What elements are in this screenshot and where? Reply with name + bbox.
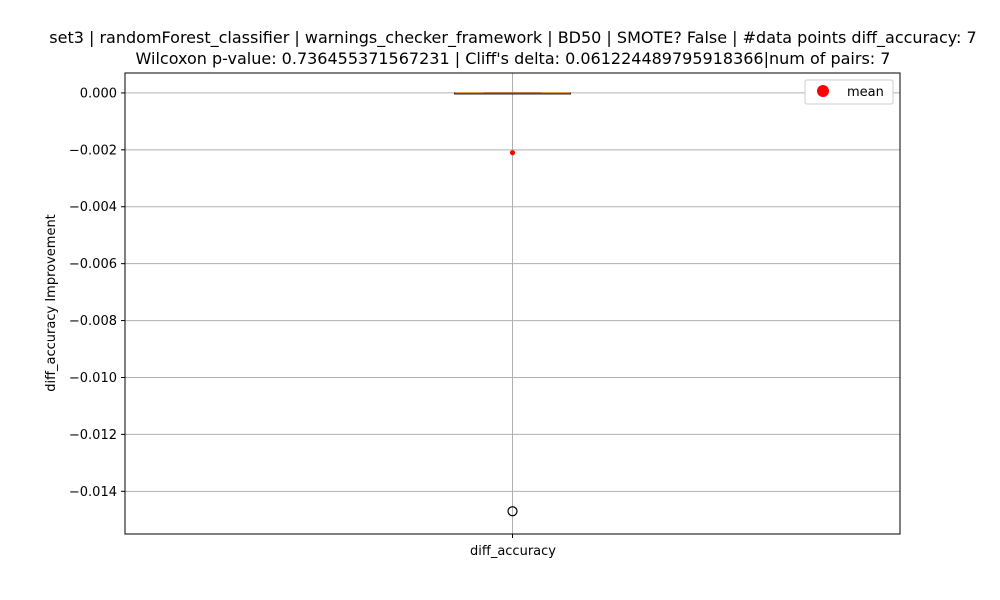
y-tick-label: −0.004 [69, 200, 117, 215]
chart-title-line1: set3 | randomForest_classifier | warning… [49, 28, 976, 48]
box-plot [454, 92, 571, 517]
y-tick-label: −0.010 [69, 371, 117, 386]
y-tick-label: 0.000 [80, 86, 117, 101]
x-tick-label: diff_accuracy [470, 544, 556, 559]
legend: mean [804, 79, 894, 105]
y-tick-label: −0.014 [69, 485, 117, 500]
plot-frame [124, 72, 901, 535]
grid-lines [125, 73, 900, 534]
y-tick-label: −0.008 [69, 314, 117, 329]
chart-title-line2: Wilcoxon p-value: 0.736455371567231 | Cl… [136, 49, 891, 68]
y-tick-label: −0.002 [69, 143, 117, 158]
y-axis-ticks: 0.000 −0.002 −0.004 −0.006 −0.008 −0.010 −0.01… [69, 86, 513, 538]
legend-mean-marker [817, 85, 829, 97]
legend-box [804, 79, 894, 105]
outlier-point [507, 506, 518, 517]
y-axis-label: diff_accuracy Improvement [44, 214, 59, 392]
y-tick-label: −0.006 [69, 257, 117, 272]
y-tick-label: −0.012 [69, 428, 117, 443]
mean-point [509, 150, 516, 156]
legend-mean-label: mean [847, 85, 884, 100]
